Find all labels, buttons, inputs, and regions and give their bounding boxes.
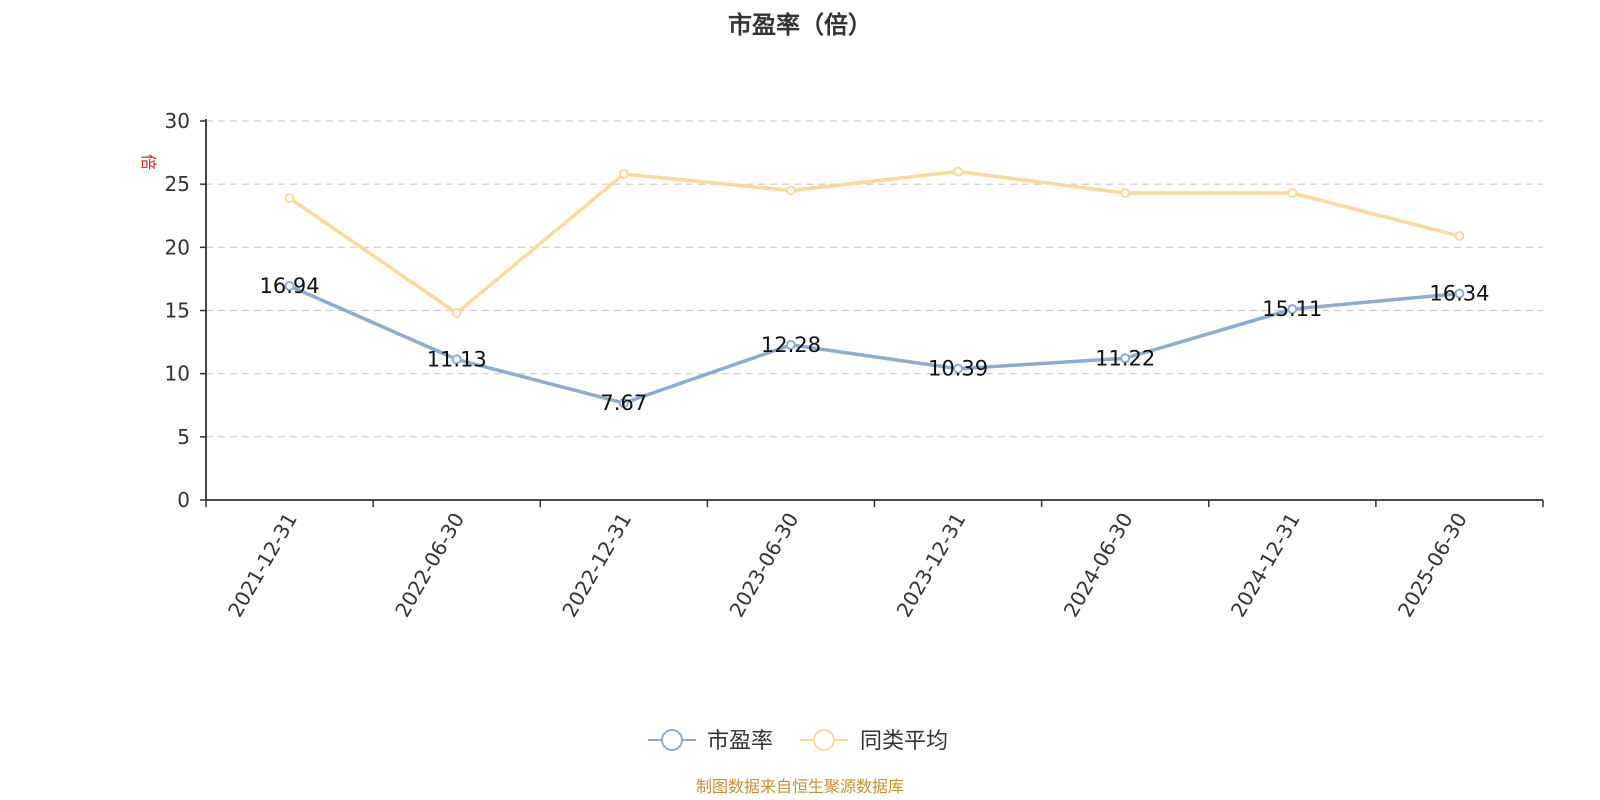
x-tick-label: 2023-12-31 [891, 509, 970, 622]
x-tick-label: 2021-12-31 [223, 509, 302, 622]
data-point [1120, 353, 1131, 364]
data-labels: 16.94 11.13 7.67 12.28 10.39 11.22 15.11 16.34 [260, 274, 1490, 415]
legend-swatch-marker [813, 729, 835, 751]
data-point [785, 185, 796, 196]
data-point [953, 166, 964, 177]
y-tick-label: 5 [177, 425, 190, 449]
data-label: 16.34 [1429, 282, 1489, 306]
data-label: 15.11 [1262, 297, 1322, 321]
series-lines [284, 166, 1465, 409]
data-point [1454, 288, 1465, 299]
y-tick-label: 25 [165, 172, 190, 196]
data-point [451, 354, 462, 365]
x-tick-label: 2024-06-30 [1059, 509, 1138, 622]
data-label: 10.39 [928, 357, 988, 381]
data-point [284, 193, 295, 204]
x-tick-label: 2022-12-31 [557, 509, 636, 622]
data-point [618, 169, 629, 180]
legend-swatch-marker [661, 729, 683, 751]
x-tick-label: 2022-06-30 [390, 509, 469, 622]
data-point [1120, 188, 1131, 199]
data-point [785, 339, 796, 350]
data-label: 11.22 [1095, 346, 1155, 370]
data-point [451, 308, 462, 319]
legend-label: 同类平均 [860, 729, 948, 754]
data-point [1454, 230, 1465, 241]
series-line-1 [288, 169, 1460, 315]
y-tick-label: 10 [165, 362, 190, 386]
axes: 0 5 10 15 20 25 30 2021-12-31 2022-06-30 2022-12-… [165, 109, 1544, 622]
legend-item-series-1[interactable]: 同类平均 [800, 729, 948, 754]
data-point [1287, 304, 1298, 315]
data-label: 7.67 [600, 391, 647, 415]
x-tick-label: 2025-06-30 [1393, 509, 1472, 622]
grid-lines [206, 120, 1543, 438]
source-note: 制图数据来自恒生聚源数据库 [696, 777, 904, 796]
data-point [953, 363, 964, 374]
y-axis-label: 倍 [139, 154, 158, 170]
data-point [1287, 188, 1298, 199]
data-label: 16.94 [260, 274, 320, 298]
data-point [284, 280, 295, 291]
chart-title: 市盈率（倍） [728, 11, 872, 39]
data-label: 11.13 [427, 347, 487, 371]
y-tick-label: 15 [165, 299, 190, 323]
y-tick-label: 0 [177, 488, 190, 512]
x-tick-label: 2023-06-30 [724, 509, 803, 622]
legend-item-series-0[interactable]: 市盈率 [648, 729, 773, 754]
x-tick-label: 2024-12-31 [1226, 509, 1305, 622]
legend[interactable]: 市盈率 同类平均 [648, 729, 948, 754]
y-tick-label: 30 [165, 109, 190, 133]
series-line-0 [288, 284, 1460, 405]
data-label: 12.28 [761, 333, 821, 357]
y-tick-label: 20 [165, 235, 190, 259]
data-point [618, 398, 629, 409]
legend-label: 市盈率 [707, 729, 773, 754]
